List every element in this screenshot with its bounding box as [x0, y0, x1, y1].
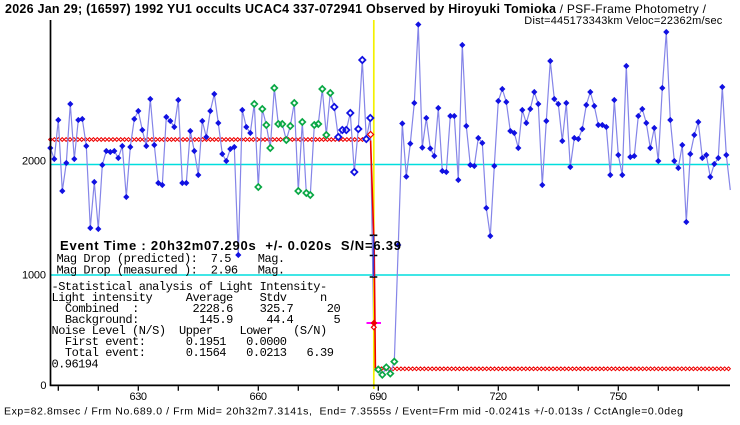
svg-text:2000: 2000	[22, 156, 46, 168]
svg-text:Exp=82.8msec / Frm No.689.0 /: Exp=82.8msec / Frm No.689.0 / Frm Mid= 2…	[4, 406, 683, 418]
svg-text:720: 720	[490, 391, 508, 403]
svg-text:1000: 1000	[22, 270, 46, 282]
svg-text:Light intensity Average: Light intensity Average Stdv n	[52, 291, 328, 305]
svg-text:690: 690	[370, 391, 388, 403]
svg-text:-Statistical analysis of Light: -Statistical analysis of Light Intensity…	[52, 280, 328, 294]
svg-text:Noise Level (N/S) Upper Lo: Noise Level (N/S) Upper Lower (S/N)	[52, 324, 328, 338]
svg-text:/ PSF-Frame Photometry /: / PSF-Frame Photometry /	[556, 2, 707, 16]
svg-text:630: 630	[130, 391, 148, 403]
svg-text:2026 Jan 29; (16597) 1992 YU1: 2026 Jan 29; (16597) 1992 YU1 occults UC…	[5, 2, 557, 16]
svg-text:Background: 145.9: Background: 145.9 44.4 5	[52, 313, 341, 327]
svg-text:Total event: 0.1564 0.0: Total event: 0.1564 0.0213 6.39	[52, 346, 334, 360]
svg-text:660: 660	[250, 391, 268, 403]
svg-text:Dist=445173343km Veloc=22362m/: Dist=445173343km Veloc=22362m/sec	[524, 15, 723, 27]
svg-text:0: 0	[40, 380, 46, 392]
svg-text:750: 750	[610, 391, 628, 403]
svg-text:0.96194: 0.96194	[52, 358, 99, 372]
svg-text:Event Time : 20h32m07.290s +/: Event Time : 20h32m07.290s +/- 0.020s S/…	[60, 238, 401, 253]
svg-text:Mag Drop (predicted): 7.5: Mag Drop (predicted): 7.5 Mag.	[57, 252, 286, 266]
svg-text:First event: 0.1951 0.0: First event: 0.1951 0.0000	[52, 335, 287, 349]
svg-text:Mag Drop (measured ): 2.96: Mag Drop (measured ): 2.96 Mag.	[57, 264, 286, 278]
svg-text:Combined : 2228.6 3: Combined : 2228.6 325.7 20	[52, 302, 341, 316]
